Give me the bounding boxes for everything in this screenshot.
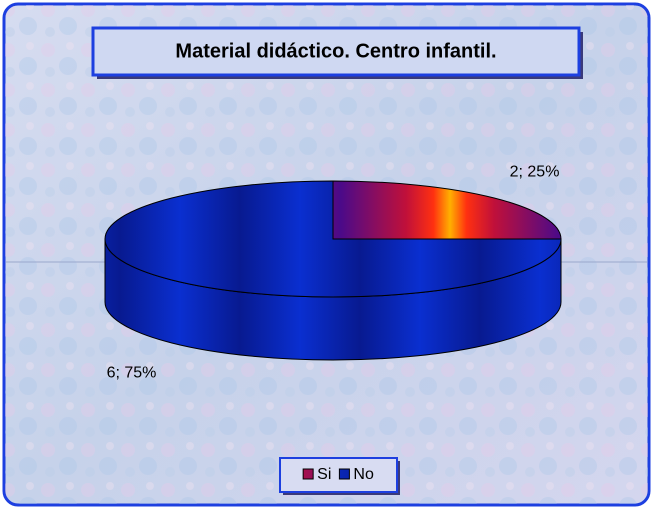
data-label: 6; 75% xyxy=(107,365,157,382)
slice xyxy=(104,180,562,298)
legend-swatch xyxy=(338,468,350,480)
title-box xyxy=(91,26,581,77)
legend-label: Si xyxy=(317,466,331,483)
legend-box xyxy=(279,457,398,493)
chart-title: Material didáctico. Centro infantil. xyxy=(175,40,496,62)
legend-label: No xyxy=(353,466,374,483)
data-label: 2; 25% xyxy=(510,164,560,181)
legend-swatch xyxy=(302,468,314,480)
legend: Si No xyxy=(302,466,374,483)
slice xyxy=(332,180,562,240)
pie xyxy=(104,180,562,361)
